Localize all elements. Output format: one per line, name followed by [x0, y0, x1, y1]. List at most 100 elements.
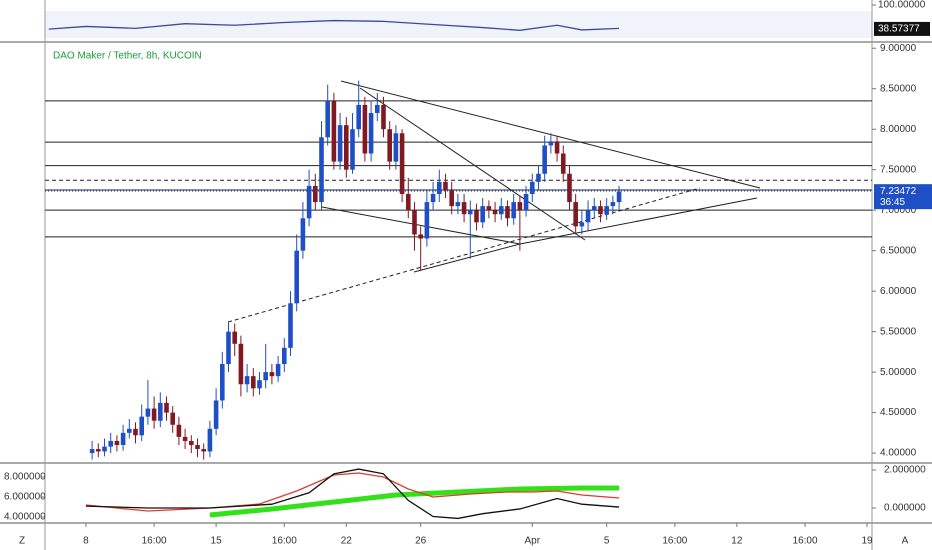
- x-tick-label: 12: [731, 536, 743, 547]
- candle-body: [381, 104, 386, 130]
- x-tick-label: 22: [341, 536, 353, 547]
- candle-body: [306, 185, 312, 219]
- y-tick-label: 7.00000: [880, 205, 917, 216]
- candle-body: [350, 129, 355, 170]
- candle-body: [616, 191, 622, 203]
- candle-body: [542, 145, 547, 174]
- candle-body: [164, 402, 169, 413]
- countdown: 36:45: [880, 197, 905, 208]
- candle-body: [189, 440, 194, 445]
- candle-body: [591, 206, 597, 211]
- candle-body: [362, 104, 368, 154]
- candle-body: [486, 206, 492, 211]
- candle-body: [455, 202, 461, 207]
- y2-tick-label: 2.000000: [884, 465, 926, 476]
- chart-title: DAO Maker / Tether, 8h, KUCOIN: [53, 51, 202, 62]
- candle-body: [418, 234, 423, 239]
- last-price-box: [874, 184, 932, 210]
- toolbar-button[interactable]: Z: [19, 536, 25, 547]
- x-tick-label: 5: [604, 536, 610, 547]
- candle-body: [89, 449, 95, 454]
- y-tick-label: 100.00000: [878, 0, 926, 11]
- candle-body: [176, 424, 182, 437]
- x-tick-label: 26: [415, 536, 427, 547]
- candle-body: [226, 331, 231, 365]
- y-tick-label: 4.50000: [880, 407, 917, 418]
- y2-tick-label: 0.000000: [884, 503, 926, 514]
- candle-body: [430, 193, 436, 203]
- candle-body: [461, 202, 467, 215]
- candle-body: [182, 436, 188, 441]
- y-tick-label: 5.00000: [880, 367, 917, 378]
- candle-body: [151, 408, 157, 421]
- candle-body: [201, 449, 207, 452]
- x-tick-label: 8: [83, 536, 89, 547]
- candle-body: [492, 210, 498, 215]
- candle-body: [585, 210, 591, 223]
- candle-body: [573, 202, 578, 227]
- candle-body: [300, 218, 306, 251]
- candle-body: [356, 104, 361, 130]
- x-tick-label: Apr: [524, 536, 540, 547]
- candle-body: [610, 202, 616, 207]
- x-tick-label: 19: [861, 536, 873, 547]
- candle-body: [207, 428, 213, 452]
- x-tick-label: 16:00: [662, 536, 687, 547]
- candle-body: [269, 372, 275, 377]
- y-tick-label: 7.50000: [880, 164, 917, 175]
- last-value-label: 38.57377: [878, 24, 920, 35]
- candle-body: [102, 446, 107, 452]
- candle-body: [170, 412, 176, 425]
- candle-body: [114, 440, 120, 445]
- y-tick-label: 9.00000: [880, 43, 917, 54]
- candle-body: [127, 428, 132, 433]
- trendline: [413, 243, 521, 273]
- candle-body: [238, 343, 244, 385]
- candle-body: [536, 173, 541, 182]
- x-tick-label: 16:00: [142, 536, 167, 547]
- candle-body: [244, 376, 250, 385]
- candle-body: [604, 206, 609, 215]
- trendline: [359, 87, 586, 241]
- x-tick-label: 16:00: [272, 536, 297, 547]
- candle-body: [560, 153, 566, 174]
- candle-body: [120, 432, 126, 445]
- candle-body: [263, 372, 268, 381]
- candle-body: [312, 185, 318, 203]
- candle-body: [399, 133, 405, 194]
- candle-body: [133, 428, 138, 436]
- candle-body: [529, 181, 535, 194]
- candle-body: [567, 173, 572, 203]
- candle-body: [108, 440, 114, 447]
- candle-body: [436, 181, 442, 194]
- y-tick-label: 8.50000: [880, 83, 917, 94]
- candle-body: [288, 303, 293, 348]
- candle-body: [337, 125, 343, 162]
- candle-body: [257, 380, 262, 389]
- candle-body: [505, 206, 510, 219]
- series-line: [48, 19, 620, 31]
- rsi-band: [45, 11, 872, 38]
- candle-body: [548, 141, 554, 146]
- candle-body: [511, 202, 516, 219]
- last-value-box: [874, 21, 930, 36]
- trendline: [321, 206, 521, 245]
- candle-body: [443, 181, 448, 190]
- candle-body: [319, 137, 324, 203]
- y-tick-label: 6.00000: [880, 286, 917, 297]
- candle-body: [598, 206, 603, 215]
- candle-body: [424, 202, 430, 239]
- candle-body: [281, 347, 287, 365]
- candle-body: [145, 408, 151, 417]
- candle-body: [368, 113, 374, 154]
- candle-body: [250, 376, 256, 389]
- candle-body: [158, 402, 163, 421]
- last-price-label: 7.23472: [880, 186, 917, 197]
- candle-body: [393, 133, 399, 162]
- y-tick-label: 4.00000: [880, 448, 917, 459]
- candle-body: [331, 100, 337, 162]
- toolbar-button[interactable]: A: [902, 536, 909, 547]
- candle-body: [449, 189, 454, 207]
- y-tick-label: 5.50000: [880, 326, 917, 337]
